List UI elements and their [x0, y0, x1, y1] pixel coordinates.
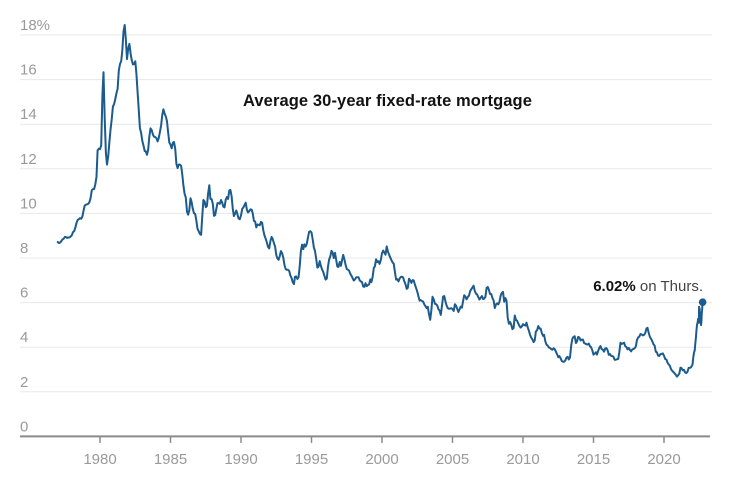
y-axis-label: 6 — [20, 285, 28, 302]
y-axis-label: 0 — [20, 418, 28, 435]
rate-line-series — [56, 24, 704, 378]
last-value-rest: on Thurs. — [635, 278, 703, 295]
x-axis-label: 2000 — [365, 451, 398, 468]
y-axis-label: 18% — [20, 17, 50, 34]
y-axis-label: 16 — [20, 62, 37, 79]
x-axis-label: 2020 — [647, 451, 680, 468]
y-axis-label: 12 — [20, 151, 37, 168]
y-axis-label: 4 — [20, 329, 28, 346]
y-axis-label: 2 — [20, 374, 28, 391]
y-axis-label: 10 — [20, 195, 37, 212]
x-axis-label: 1990 — [224, 451, 257, 468]
end-point-dot — [698, 298, 707, 306]
last-value-bold: 6.02% — [593, 278, 636, 295]
x-axis-label: 2015 — [577, 451, 610, 468]
x-axis-label: 2010 — [506, 451, 539, 468]
x-axis-label: 1995 — [295, 451, 328, 468]
y-axis-label: 14 — [20, 106, 37, 123]
chart-title: Average 30-year fixed-rate mortgage — [243, 92, 533, 110]
last-value-annotation: 6.02% on Thurs. — [593, 278, 703, 295]
x-axis-label: 2005 — [436, 451, 469, 468]
x-axis-label: 1980 — [83, 451, 116, 468]
x-axis-label: 1985 — [154, 451, 187, 468]
y-axis-label: 8 — [20, 240, 28, 257]
